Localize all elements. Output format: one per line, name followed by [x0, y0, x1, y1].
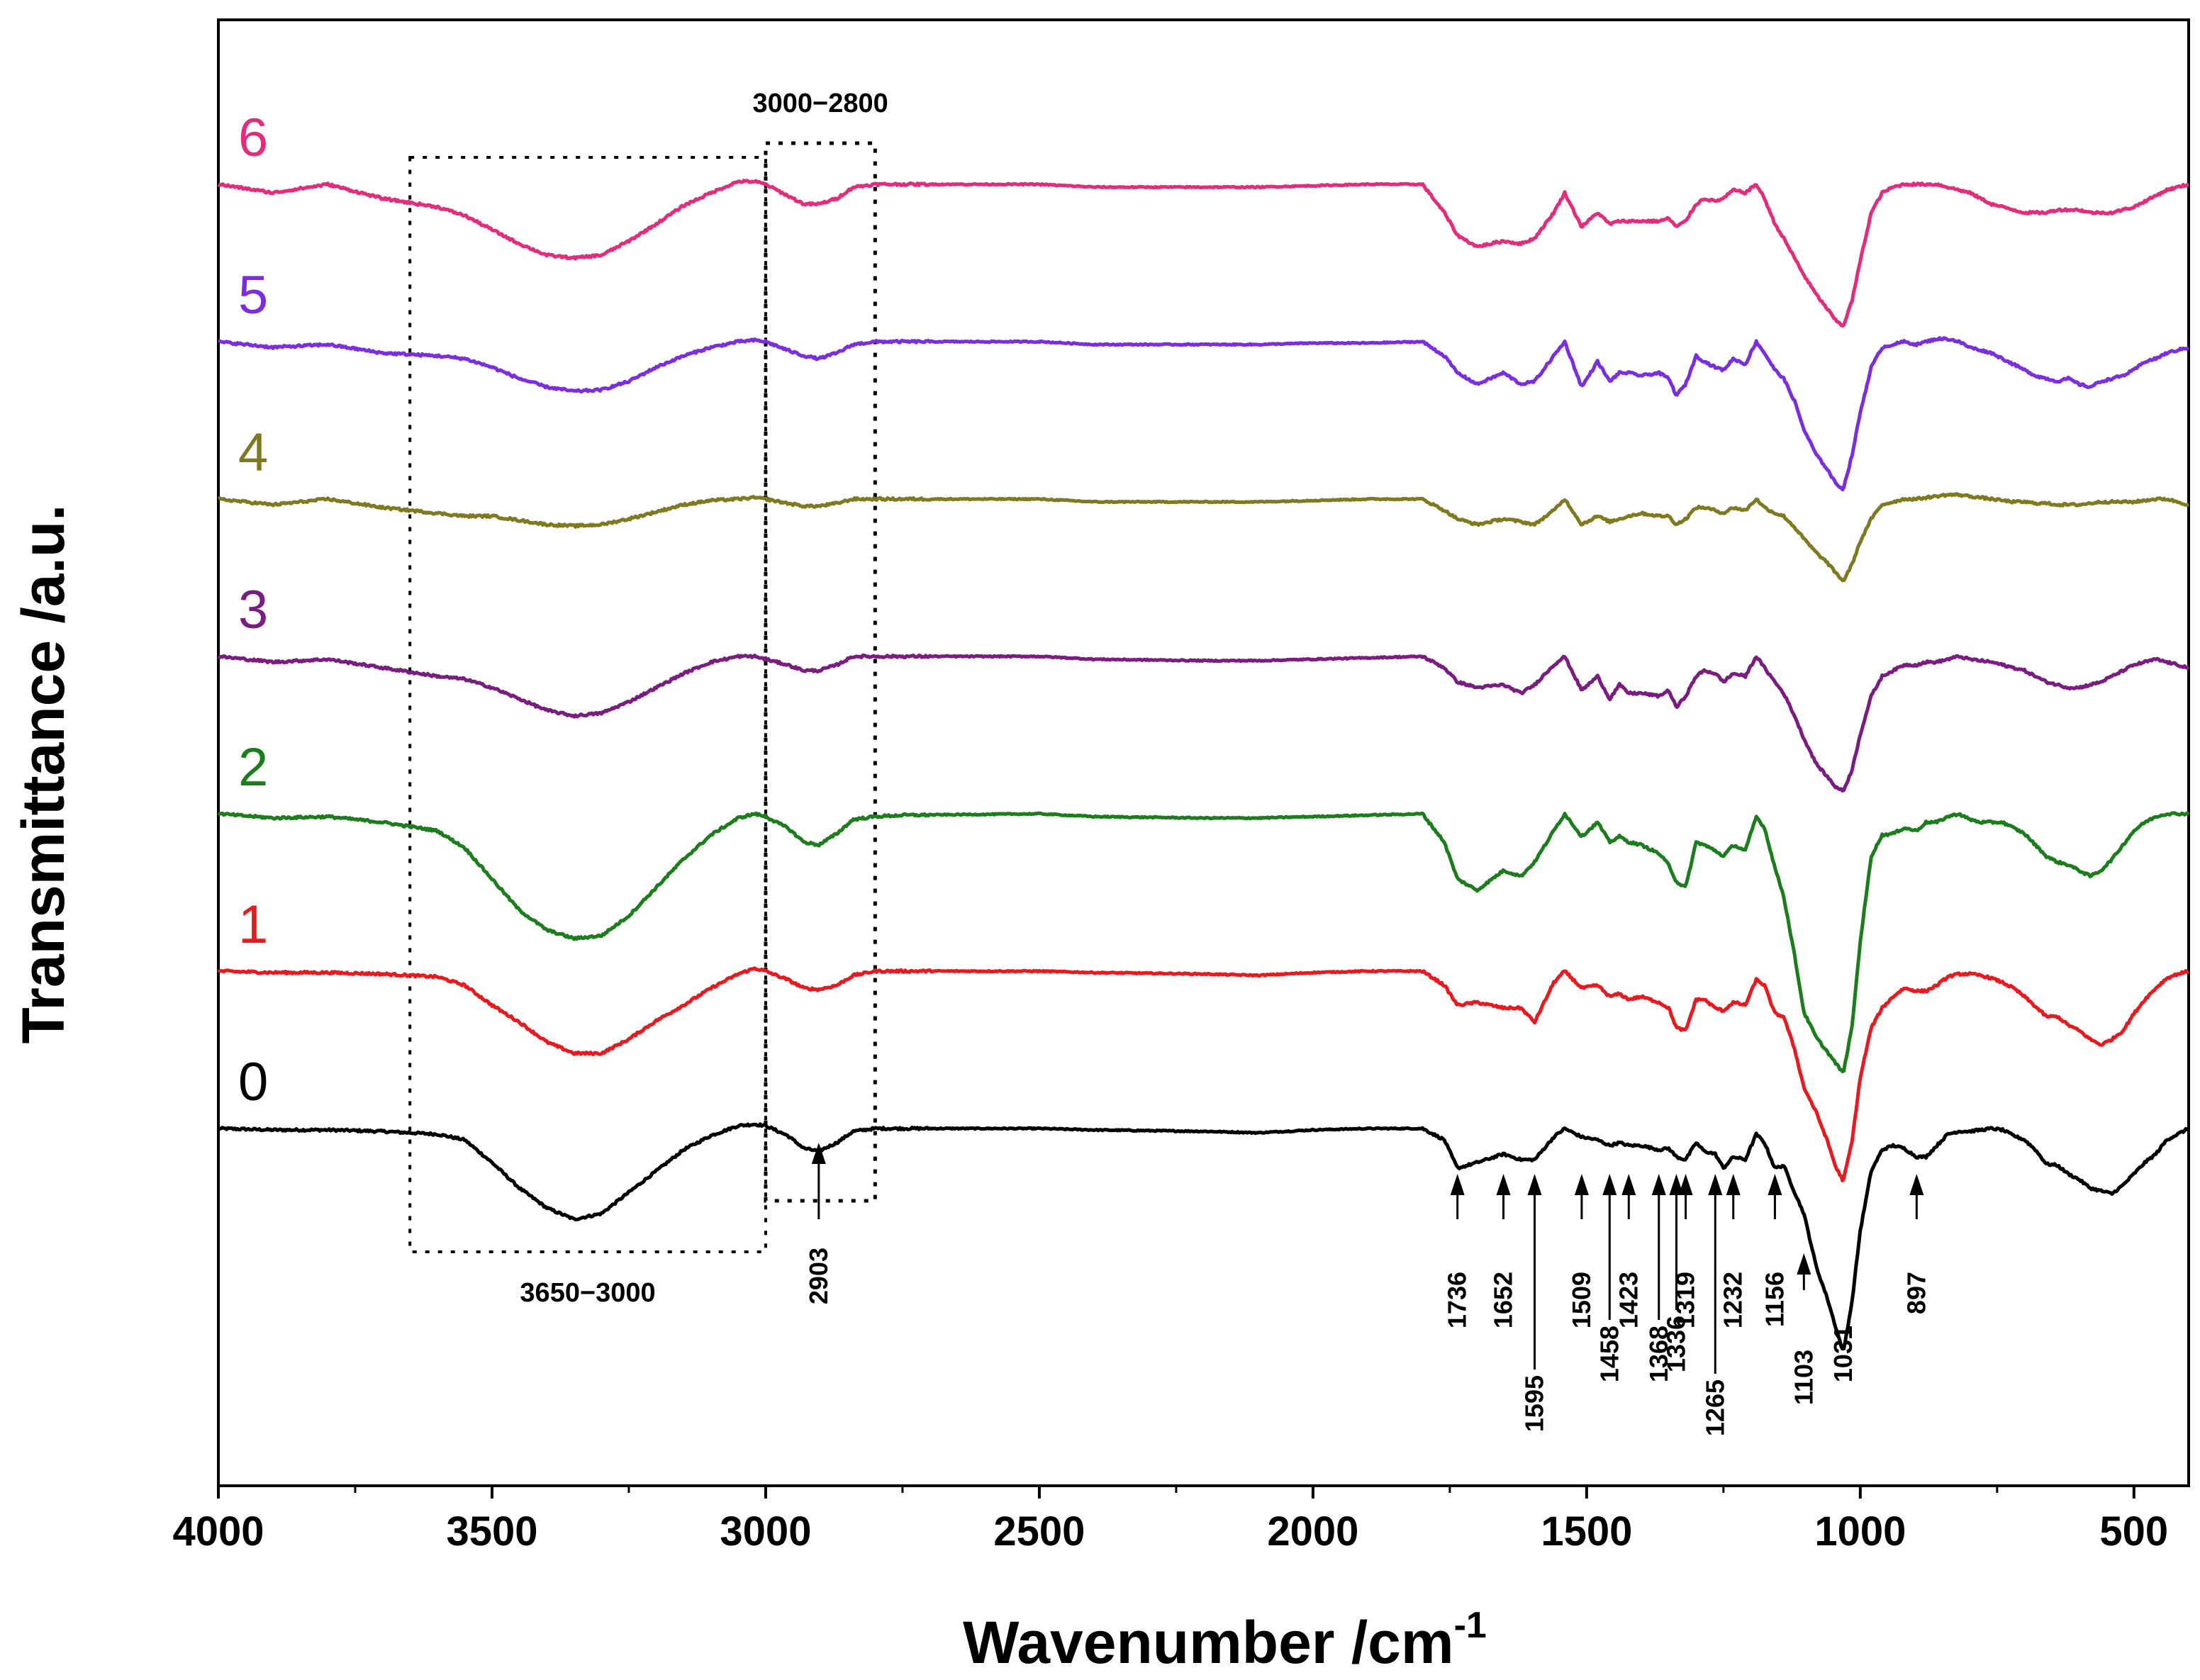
region-box-label-0: 3650−3000	[520, 1278, 655, 1308]
peak-arrow-head-1423	[1621, 1174, 1636, 1195]
x-tick-label-2500: 2500	[993, 1508, 1085, 1555]
peak-label-1265: 1265	[1700, 1379, 1729, 1436]
x-tick-label-1500: 1500	[1541, 1508, 1632, 1555]
peak-arrow-head-1368	[1651, 1174, 1666, 1195]
x-axis-title: Wavenumber /cm-1	[963, 1605, 1487, 1676]
peak-label-1368: 1368	[1644, 1326, 1673, 1382]
peak-label-1595: 1595	[1520, 1375, 1549, 1432]
series-label-0: 0	[238, 1052, 268, 1112]
series-label-6: 6	[238, 108, 268, 168]
y-axis-title: Transmittance /a.u.	[10, 505, 77, 1044]
peak-arrow-head-1736	[1450, 1174, 1465, 1195]
peak-arrow-head-1595	[1527, 1174, 1542, 1195]
peak-label-1103: 1103	[1789, 1350, 1818, 1405]
series-line-5	[218, 336, 2189, 492]
x-tick-label-2000: 2000	[1267, 1508, 1358, 1555]
region-box-1	[764, 141, 877, 1203]
peak-label-1156: 1156	[1760, 1272, 1789, 1327]
plot-area-frame	[217, 18, 2190, 1487]
x-tick-label-4000: 4000	[172, 1508, 264, 1555]
series-label-2: 2	[238, 737, 268, 797]
peak-label-1458: 1458	[1595, 1326, 1624, 1382]
series-label-1: 1	[238, 895, 268, 955]
x-tick-label-1000: 1000	[1814, 1508, 1906, 1555]
x-tick-label-500: 500	[2099, 1508, 2168, 1555]
peak-arrow-head-1458	[1602, 1174, 1617, 1195]
peak-arrow-head-1265	[1708, 1174, 1723, 1195]
x-axis-title-superscript: -1	[1454, 1605, 1487, 1646]
peak-arrow-head-1652	[1496, 1174, 1511, 1195]
peak-label-1031: 1031	[1828, 1326, 1858, 1382]
peak-arrow-head-897	[1909, 1174, 1924, 1195]
peak-label-1336: 1336	[1661, 1316, 1690, 1372]
peak-arrow-head-1156	[1768, 1174, 1782, 1195]
peak-label-1736: 1736	[1443, 1272, 1472, 1328]
x-tick-label-3500: 3500	[446, 1508, 537, 1555]
peak-arrow-head-1509	[1574, 1174, 1589, 1195]
peak-label-1423: 1423	[1614, 1272, 1643, 1328]
series-label-3: 3	[238, 580, 268, 640]
series-line-2	[217, 811, 2190, 1073]
series-line-0	[217, 1122, 2190, 1351]
peak-label-2903: 2903	[804, 1248, 833, 1304]
peak-label-1319: 1319	[1671, 1272, 1700, 1328]
series-line-4	[218, 492, 2189, 583]
peak-arrow-head-1232	[1726, 1174, 1741, 1195]
series-label-5: 5	[238, 265, 268, 325]
peak-label-1652: 1652	[1489, 1272, 1518, 1328]
region-box-0	[408, 156, 767, 1253]
peak-arrow-head-1319	[1678, 1174, 1693, 1195]
peak-label-1509: 1509	[1567, 1272, 1596, 1328]
series-line-6	[217, 179, 2189, 328]
peak-arrow-head-1103	[1797, 1253, 1811, 1275]
series-line-3	[217, 654, 2190, 793]
peak-arrow-head-2903	[811, 1143, 826, 1164]
x-tick-label-3000: 3000	[720, 1508, 811, 1555]
series-line-1	[217, 966, 2190, 1182]
region-box-label-1: 3000−2800	[753, 89, 888, 118]
peak-label-1232: 1232	[1719, 1272, 1748, 1328]
peak-arrow-head-1336	[1669, 1174, 1684, 1195]
series-label-4: 4	[238, 422, 268, 483]
peak-label-897: 897	[1902, 1272, 1931, 1314]
